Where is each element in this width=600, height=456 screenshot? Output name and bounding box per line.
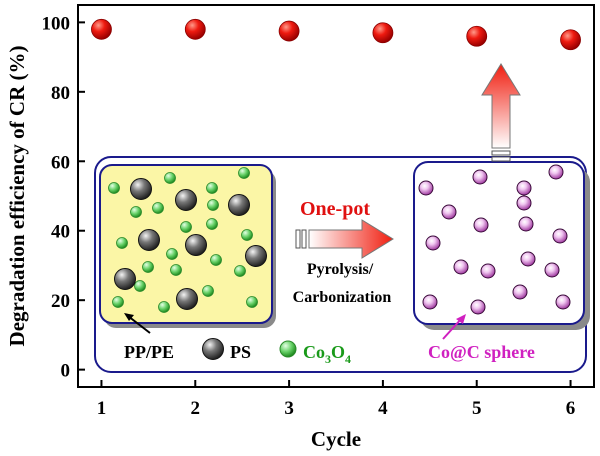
co-c-sphere xyxy=(520,251,536,267)
co-c-box xyxy=(413,161,585,325)
up-arrow xyxy=(481,63,521,162)
co-c-sphere xyxy=(544,262,560,278)
y-tick-label: 40 xyxy=(51,222,70,243)
y-tick-label: 0 xyxy=(61,361,71,382)
x-tick-label: 3 xyxy=(284,398,294,419)
inset-schematic: One-pot Pyrolysis/ Carbonization xyxy=(94,63,590,373)
co-c-spheres xyxy=(418,164,571,315)
x-tick-label: 5 xyxy=(472,398,482,419)
co3o4-particle xyxy=(238,167,250,179)
co-c-sphere xyxy=(418,180,434,196)
y-axis-title: Degradation efficiency of CR (%) xyxy=(5,46,29,347)
co-c-sphere xyxy=(453,259,469,275)
data-point xyxy=(91,18,112,40)
data-point xyxy=(466,25,488,47)
data-markers xyxy=(91,18,581,51)
co-c-sphere xyxy=(512,284,528,300)
x-tick-label: 1 xyxy=(97,398,107,419)
co3o4-particle xyxy=(180,221,192,233)
co3o4-particle xyxy=(241,229,253,241)
co-c-sphere xyxy=(555,294,571,310)
co-c-sphere xyxy=(473,217,489,233)
y-axis: 0 20 40 60 80 100 xyxy=(42,13,85,382)
y-tick-label: 60 xyxy=(51,152,70,173)
ps-sphere xyxy=(228,194,250,216)
legend-co-c: Co@C sphere xyxy=(428,342,535,362)
co3o4-particle xyxy=(234,265,246,277)
x-tick-label: 6 xyxy=(566,398,576,419)
co-c-sphere xyxy=(518,216,534,232)
co3o4-particle xyxy=(246,296,258,308)
co3o4-particle xyxy=(164,172,176,184)
co3o4-particle xyxy=(170,264,182,276)
data-point xyxy=(560,29,581,51)
x-axis: 1 2 3 4 5 6 xyxy=(97,380,576,419)
pp-pe-pointer xyxy=(124,313,151,334)
legend-ps-symbol xyxy=(202,338,224,360)
co3o4-particle xyxy=(116,237,128,249)
data-point xyxy=(184,18,206,40)
co-c-sphere xyxy=(470,299,486,315)
data-point xyxy=(372,22,394,44)
co-c-sphere xyxy=(516,180,532,196)
co3o4-particle xyxy=(142,261,154,273)
plot-frame xyxy=(77,4,595,388)
legend-ps: PS xyxy=(230,342,251,362)
co3o4-particle xyxy=(134,280,146,292)
co-c-pointer xyxy=(442,314,466,340)
co3o4-particle xyxy=(130,206,142,218)
co3o4-particle xyxy=(112,296,124,308)
legend-co3o4-symbol xyxy=(279,340,297,358)
ps-sphere xyxy=(175,189,197,211)
ps-sphere xyxy=(114,268,136,290)
co3o4-particle xyxy=(166,248,178,260)
ps-sphere xyxy=(245,245,267,267)
ps-sphere xyxy=(138,229,160,251)
legend-co3o4: Co3O4 xyxy=(303,342,351,366)
x-axis-title: Cycle xyxy=(311,427,361,451)
x-tick-label: 4 xyxy=(378,398,388,419)
co-c-sphere xyxy=(422,294,438,310)
co-c-sphere xyxy=(472,169,488,185)
pyrolysis-label: Pyrolysis/ xyxy=(307,261,374,278)
co3o4-particles xyxy=(108,167,258,313)
co3o4-particle xyxy=(207,199,219,211)
co3o4-particle xyxy=(206,182,218,194)
ps-spheres xyxy=(114,178,267,310)
data-point xyxy=(278,20,300,42)
y-tick-label: 20 xyxy=(51,291,70,312)
co-c-sphere xyxy=(425,235,441,251)
co3o4-particle xyxy=(152,202,164,214)
y-tick-label: 80 xyxy=(51,83,70,104)
co-c-sphere xyxy=(441,204,457,220)
co3o4-particle xyxy=(206,218,218,230)
carbonization-label: Carbonization xyxy=(293,289,392,306)
co-c-sphere xyxy=(516,195,532,211)
ps-sphere xyxy=(185,234,207,256)
legend-pp-pe: PP/PE xyxy=(124,342,174,362)
co3o4-particle xyxy=(210,254,222,266)
co3o4-particle xyxy=(158,301,170,313)
ps-sphere xyxy=(130,178,152,200)
co3o4-particle xyxy=(108,182,120,194)
y-tick-label: 100 xyxy=(42,13,71,34)
one-pot-label: One-pot xyxy=(300,198,370,220)
co3o4-particle xyxy=(202,285,214,297)
co-c-sphere xyxy=(552,228,568,244)
co-c-sphere xyxy=(548,164,564,180)
process-arrow xyxy=(295,219,394,259)
co-c-sphere xyxy=(480,263,496,279)
x-tick-label: 2 xyxy=(191,398,201,419)
ps-sphere xyxy=(176,288,198,310)
